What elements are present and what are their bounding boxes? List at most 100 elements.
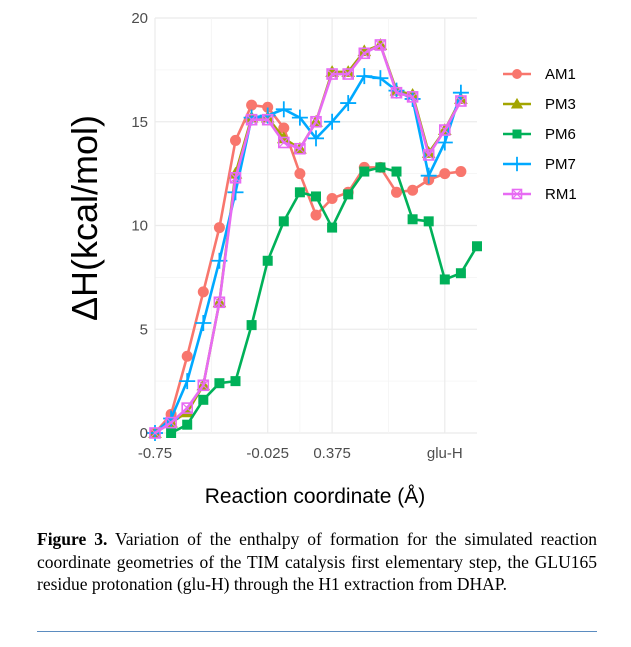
- data-point: [294, 168, 306, 180]
- data-point: [423, 216, 434, 227]
- legend-item-pm7: PM7: [503, 156, 576, 173]
- data-point-box: [277, 136, 290, 149]
- data-point-x2: [294, 143, 306, 155]
- data-point: [439, 168, 451, 180]
- data-point: [197, 379, 210, 392]
- y-tick-label: 5: [140, 321, 148, 338]
- data-point: [391, 166, 402, 177]
- data-point: [510, 97, 524, 109]
- data-point: [324, 113, 341, 130]
- y-tick-label: 0: [140, 425, 148, 442]
- data-point: [310, 115, 322, 128]
- data-point-x2: [246, 114, 258, 126]
- legend-item-rm1: RM1: [503, 186, 577, 203]
- data-point-x2: [310, 116, 322, 128]
- data-point: [261, 113, 274, 126]
- data-point: [455, 268, 466, 279]
- data-point: [455, 166, 467, 178]
- data-point: [278, 216, 289, 227]
- data-point: [340, 95, 357, 112]
- data-point: [511, 188, 523, 200]
- data-point-x2: [278, 137, 290, 148]
- x-tick-label: -0.025: [246, 445, 289, 462]
- data-point: [390, 86, 403, 99]
- data-point: [294, 187, 305, 198]
- data-point: [213, 222, 225, 234]
- x-tick-label: glu-H: [427, 445, 463, 462]
- caption-text: Variation of the enthalpy of formation f…: [37, 529, 597, 594]
- data-point: [512, 69, 522, 79]
- series-layer: [147, 38, 482, 441]
- data-point: [181, 350, 193, 362]
- data-point-box: [390, 86, 403, 99]
- legend: AM1 PM3 PM6 PM7 RM1: [503, 66, 577, 203]
- data-point: [275, 101, 292, 118]
- legend-label: PM7: [545, 156, 576, 173]
- data-point-x2: [326, 68, 338, 80]
- data-point: [342, 68, 355, 80]
- data-point-x2: [423, 149, 435, 161]
- data-point: [359, 166, 370, 177]
- data-point: [311, 191, 321, 202]
- data-point-x2: [197, 379, 209, 391]
- data-point: [149, 427, 161, 439]
- data-point-box: [213, 296, 226, 309]
- data-point-box: [197, 379, 210, 392]
- legend-label: AM1: [545, 66, 576, 83]
- data-point: [358, 47, 371, 60]
- data-point: [230, 134, 241, 146]
- data-point: [422, 149, 435, 161]
- x-tick-label: -0.75: [138, 445, 172, 462]
- data-point-x2: [213, 296, 225, 308]
- legend-label: RM1: [545, 186, 577, 203]
- data-point: [246, 99, 258, 111]
- data-point: [436, 134, 453, 151]
- data-point: [230, 376, 241, 387]
- data-point: [391, 186, 402, 198]
- y-axis-title: ΔH(kcal/mol): [64, 115, 105, 321]
- series-am1: [149, 99, 467, 439]
- y-tick-label: 15: [131, 114, 148, 131]
- data-point: [262, 101, 274, 113]
- caption-label: Figure 3.: [37, 529, 108, 549]
- data-point: [372, 70, 389, 87]
- data-point-box: [374, 39, 387, 51]
- data-point-box: [149, 427, 161, 439]
- data-point: [291, 109, 308, 126]
- legend-label: PM6: [545, 126, 576, 143]
- data-point: [180, 405, 195, 418]
- series-pm6: [166, 162, 482, 438]
- data-point: [213, 296, 226, 309]
- data-point-x2: [342, 68, 354, 80]
- data-point-x2: [439, 124, 451, 136]
- data-point-box: [422, 149, 435, 161]
- data-point: [262, 255, 273, 266]
- series-line: [154, 43, 463, 435]
- data-point: [343, 189, 354, 200]
- data-point: [278, 122, 290, 134]
- data-point-x2: [407, 91, 419, 103]
- data-point-x2: [391, 87, 402, 99]
- data-point-box: [310, 115, 322, 128]
- data-point: [308, 130, 324, 147]
- data-point: [198, 394, 209, 405]
- data-point-box: [406, 91, 419, 103]
- data-point-x2: [262, 114, 274, 126]
- data-point: [407, 214, 418, 225]
- data-point: [229, 171, 242, 184]
- chart: 0 5 10 15 20 -0.75 -0.025 0.375 glu-H ΔH(kcal/mo…: [64, 10, 577, 508]
- data-point: [375, 162, 386, 173]
- data-point-x2: [455, 95, 467, 107]
- data-point-box: [511, 188, 523, 200]
- data-point-x2: [512, 189, 522, 199]
- data-point-x2: [358, 47, 370, 59]
- series-line: [154, 74, 463, 434]
- data-point-box: [181, 402, 193, 414]
- data-point: [165, 416, 177, 429]
- data-point-x2: [149, 427, 161, 439]
- data-point: [277, 136, 290, 149]
- data-point: [182, 419, 193, 430]
- data-point: [327, 222, 338, 233]
- axes: 0 5 10 15 20 -0.75 -0.025 0.375 glu-H: [131, 10, 462, 462]
- data-point: [512, 129, 522, 139]
